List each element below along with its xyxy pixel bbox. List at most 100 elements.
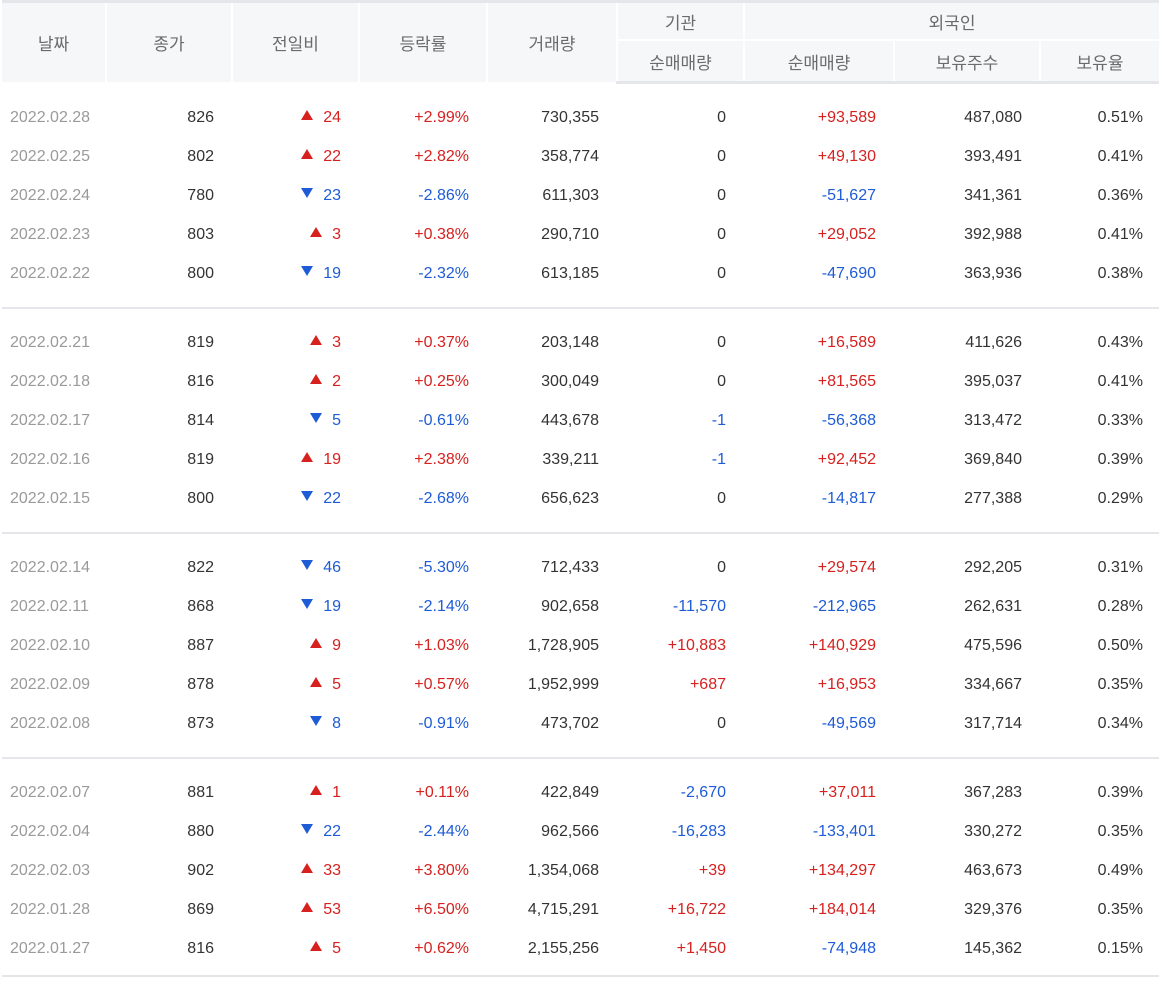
change-value: 23 xyxy=(323,186,341,204)
cell-close: 826 xyxy=(187,108,214,126)
cell-date: 2022.02.18 xyxy=(10,372,91,390)
header-institution-net: 순매매량 xyxy=(617,40,745,84)
cell-foreign-net: +184,014 xyxy=(808,900,876,918)
cell-volume: 902,658 xyxy=(541,597,599,615)
cell-rate: -2.32% xyxy=(418,264,469,282)
change-value: 22 xyxy=(323,489,341,507)
table-row: 2022.02.23 803 3 +0.38% 290,710 0 +29,052 392,9… xyxy=(2,215,1159,254)
cell-change: 2 xyxy=(232,362,359,401)
cell-foreign-ratio: 0.28% xyxy=(1097,597,1144,615)
cell-close: 822 xyxy=(187,558,214,576)
cell-foreign-ratio: 0.43% xyxy=(1097,333,1144,351)
cell-foreign-ratio: 0.51% xyxy=(1097,108,1144,126)
cell-rate: -5.30% xyxy=(418,558,469,576)
cell-institution-net: 0 xyxy=(717,333,726,351)
cell-date: 2022.01.27 xyxy=(10,939,91,957)
cell-change: 23 xyxy=(232,176,359,215)
header-institution: 기관 xyxy=(617,1,745,41)
up-triangle-icon xyxy=(301,902,314,913)
cell-institution-net: -2,670 xyxy=(680,783,726,801)
cell-institution-net: +39 xyxy=(698,861,726,879)
cell-institution-net: 0 xyxy=(717,108,726,126)
cell-volume: 1,354,068 xyxy=(527,861,599,879)
down-triangle-icon xyxy=(301,491,314,502)
cell-institution-net: 0 xyxy=(717,558,726,576)
cell-close: 902 xyxy=(187,861,214,879)
up-triangle-icon xyxy=(301,110,314,121)
cell-foreign-holdings: 330,272 xyxy=(964,822,1022,840)
cell-volume: 2,155,256 xyxy=(527,939,599,957)
change-value: 2 xyxy=(332,372,341,390)
cell-institution-net: 0 xyxy=(717,489,726,507)
cell-close: 880 xyxy=(187,822,214,840)
cell-foreign-net: +81,565 xyxy=(817,372,876,390)
cell-foreign-net: +37,011 xyxy=(818,783,876,801)
cell-change: 22 xyxy=(232,137,359,176)
cell-foreign-net: +93,589 xyxy=(817,108,876,126)
cell-foreign-net: +16,953 xyxy=(817,675,876,693)
cell-rate: +0.62% xyxy=(414,939,469,957)
cell-foreign-holdings: 392,988 xyxy=(964,225,1022,243)
cell-rate: +3.80% xyxy=(414,861,469,879)
change-value: 5 xyxy=(332,411,341,429)
cell-volume: 1,952,999 xyxy=(527,675,599,693)
cell-date: 2022.02.16 xyxy=(10,450,91,468)
table-row: 2022.02.14 822 46 -5.30% 712,433 0 +29,574 292,… xyxy=(2,548,1159,587)
cell-foreign-ratio: 0.35% xyxy=(1097,900,1144,918)
down-triangle-icon xyxy=(310,413,323,424)
table-row: 2022.02.10 887 9 +1.03% 1,728,905 +10,883 +140… xyxy=(2,626,1159,665)
up-triangle-icon xyxy=(310,227,323,238)
table-row: 2022.02.09 878 5 +0.57% 1,952,999 +687 +16,953… xyxy=(2,665,1159,704)
up-triangle-icon xyxy=(310,941,323,952)
cell-volume: 290,710 xyxy=(541,225,599,243)
cell-volume: 422,849 xyxy=(541,783,599,801)
cell-date: 2022.02.09 xyxy=(10,675,91,693)
up-triangle-icon xyxy=(301,452,314,463)
cell-date: 2022.02.24 xyxy=(10,186,91,204)
up-triangle-icon xyxy=(310,785,323,796)
table-row: 2022.02.15 800 22 -2.68% 656,623 0 -14,817 277,… xyxy=(2,479,1159,518)
cell-foreign-ratio: 0.41% xyxy=(1097,225,1144,243)
cell-rate: +0.37% xyxy=(414,333,469,351)
cell-volume: 712,433 xyxy=(541,558,599,576)
header-volume: 거래량 xyxy=(487,1,618,84)
cell-close: 802 xyxy=(187,147,214,165)
up-triangle-icon xyxy=(310,374,323,385)
change-value: 3 xyxy=(332,225,341,243)
cell-foreign-net: +49,130 xyxy=(817,147,876,165)
cell-foreign-holdings: 292,205 xyxy=(964,558,1022,576)
change-value: 5 xyxy=(332,675,341,693)
cell-foreign-ratio: 0.35% xyxy=(1097,822,1144,840)
group-spacer xyxy=(2,533,1159,548)
cell-foreign-net: -212,965 xyxy=(812,597,876,615)
cell-institution-net: -16,283 xyxy=(671,822,726,840)
cell-foreign-holdings: 341,361 xyxy=(964,186,1022,204)
header-foreign: 외국인 xyxy=(744,1,1160,41)
cell-institution-net: 0 xyxy=(717,225,726,243)
cell-foreign-holdings: 277,388 xyxy=(964,489,1022,507)
cell-change: 24 xyxy=(232,98,359,137)
group-divider xyxy=(2,743,1160,759)
cell-date: 2022.02.03 xyxy=(10,861,91,879)
change-value: 22 xyxy=(323,822,341,840)
cell-change: 22 xyxy=(232,479,359,518)
cell-foreign-ratio: 0.31% xyxy=(1097,558,1144,576)
cell-volume: 611,303 xyxy=(542,186,599,204)
cell-change: 9 xyxy=(232,626,359,665)
cell-change: 1 xyxy=(232,773,359,812)
cell-change: 3 xyxy=(232,215,359,254)
cell-date: 2022.02.21 xyxy=(10,333,91,351)
cell-date: 2022.02.15 xyxy=(10,489,91,507)
cell-close: 816 xyxy=(187,939,214,957)
group-spacer xyxy=(2,83,1159,99)
cell-foreign-net: +134,297 xyxy=(808,861,876,879)
cell-close: 800 xyxy=(187,264,214,282)
header-close: 종가 xyxy=(106,1,233,84)
cell-volume: 358,774 xyxy=(541,147,599,165)
cell-rate: +2.82% xyxy=(414,147,469,165)
cell-foreign-ratio: 0.49% xyxy=(1097,861,1144,879)
cell-foreign-net: +92,452 xyxy=(817,450,876,468)
cell-rate: -0.91% xyxy=(418,714,469,732)
cell-institution-net: 0 xyxy=(717,714,726,732)
cell-date: 2022.02.04 xyxy=(10,822,91,840)
